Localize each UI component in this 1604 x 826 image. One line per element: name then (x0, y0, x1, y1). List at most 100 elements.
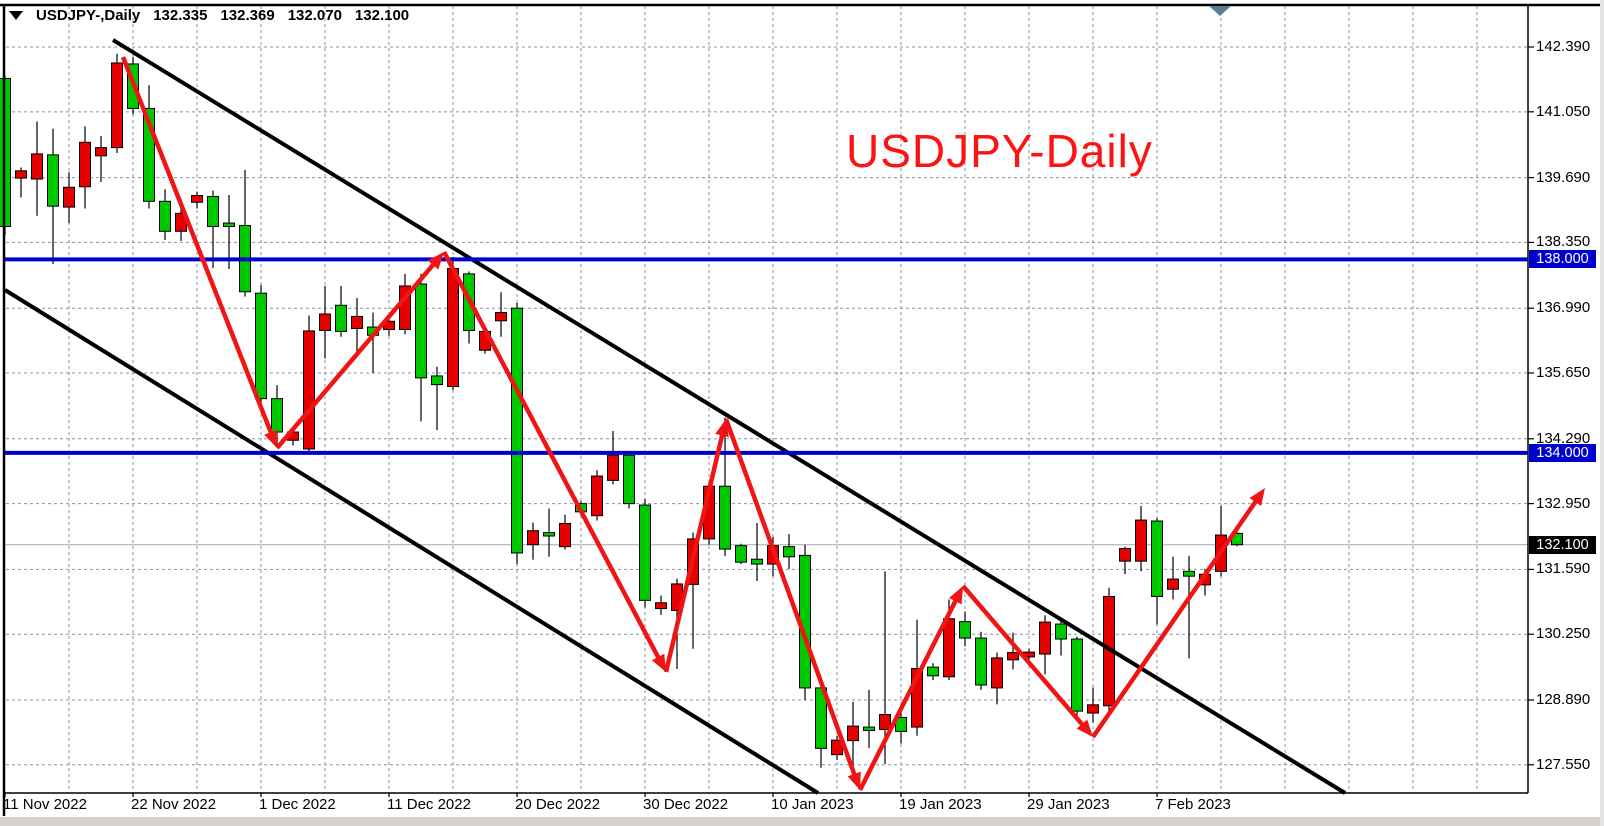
candle-body (559, 522, 571, 548)
candle-body (495, 312, 507, 322)
candle-body (863, 726, 875, 731)
candle-body (1087, 704, 1099, 714)
chart-ohlc-header: USDJPY-,Daily 132.335 132.369 132.070 13… (9, 7, 409, 24)
candle-body (271, 398, 283, 433)
price-tick-label: 136.990 (1536, 299, 1591, 317)
price-tick-label: 131.590 (1536, 560, 1591, 578)
zigzag-arrowhead (1249, 488, 1265, 506)
candle-body (527, 530, 539, 546)
price-tick-label: 142.390 (1536, 38, 1591, 55)
trendline-lower[interactable] (3, 288, 820, 795)
candle-body (351, 315, 363, 330)
candle-body (447, 268, 459, 388)
date-tick-label: 29 Jan 2023 (1027, 796, 1110, 813)
candle-body (1055, 623, 1067, 640)
price-tick-label: 132.950 (1536, 494, 1591, 512)
date-tick-label: 7 Feb 2023 (1155, 796, 1231, 813)
candle-body (1071, 638, 1083, 712)
zigzag-arrow-segment[interactable] (120, 56, 276, 440)
price-marker-132.100: 132.100 (1529, 535, 1596, 554)
date-tick-label: 19 Jan 2023 (899, 796, 982, 813)
candle-body (975, 637, 987, 686)
candle-body (1007, 652, 1019, 661)
candle-body (63, 186, 75, 208)
price-tick-label: 141.050 (1536, 102, 1591, 120)
candle-body (1119, 548, 1131, 562)
price-marker-138.000: 138.000 (1529, 250, 1596, 269)
candle-body (159, 200, 171, 232)
candle-body (1135, 519, 1147, 562)
candle-body (95, 147, 107, 157)
zigzag-arrows[interactable] (120, 56, 1265, 792)
candle-body (335, 304, 347, 332)
date-tick-label: 20 Dec 2022 (515, 796, 601, 813)
candle-body (959, 621, 971, 639)
price-tick-label: 138.350 (1536, 233, 1591, 251)
price-tick-label: 127.550 (1536, 755, 1591, 773)
date-tick-label: 11 Nov 2022 (3, 796, 87, 813)
one-click-trading-toggle-icon[interactable] (9, 11, 23, 20)
candle-body (639, 504, 651, 601)
candle-body (543, 532, 555, 537)
date-tick-label: 22 Nov 2022 (131, 796, 217, 813)
candle-body (319, 313, 331, 331)
candle-body (623, 454, 635, 505)
zigzag-arrowhead (847, 771, 861, 790)
zigzag-arrowhead (651, 653, 666, 672)
quote-open: 132.335 (153, 7, 208, 24)
candle-body (255, 292, 267, 400)
candle-body (719, 485, 731, 550)
zigzag-arrow-segment[interactable] (663, 428, 726, 673)
trendline-upper[interactable] (111, 38, 1347, 795)
candle-body (735, 545, 747, 563)
zigzag-arrow-segment[interactable] (275, 258, 440, 450)
price-marker-134.000: 134.000 (1529, 443, 1596, 462)
candle-body (847, 725, 859, 742)
candle-body (431, 375, 443, 386)
chart-watermark: USDJPY-Daily (846, 125, 1153, 177)
date-tick-label: 30 Dec 2022 (643, 796, 729, 813)
candle-body (31, 153, 43, 180)
candle-body (223, 222, 235, 227)
date-tick-label: 1 Dec 2022 (259, 796, 336, 813)
candle-body (415, 283, 427, 379)
price-tick-label: 135.650 (1536, 364, 1591, 381)
candle-body (143, 107, 155, 202)
date-tick-label: 10 Jan 2023 (771, 796, 854, 813)
zigzag-arrowhead (427, 252, 444, 270)
candle-body (751, 558, 763, 565)
candle-body (927, 666, 939, 677)
candle-body (943, 618, 955, 678)
zigzag-arrow-segment[interactable] (1091, 494, 1262, 739)
quote-low: 132.070 (287, 7, 342, 24)
zigzag-arrow-segment[interactable] (961, 584, 1089, 731)
candle-body (1151, 520, 1163, 597)
candle-body (47, 154, 59, 207)
zigzag-arrow-segment[interactable] (857, 593, 961, 792)
candle-body (511, 307, 523, 554)
candle-body (1039, 621, 1051, 655)
candle-body (207, 195, 219, 227)
candle-body (303, 330, 315, 450)
quote-close: 132.100 (354, 7, 410, 24)
candle-body (399, 285, 411, 330)
zigzag-arrowhead (264, 429, 278, 448)
zigzag-arrowhead (1076, 719, 1093, 737)
candle-body (191, 194, 203, 203)
candle-body (1167, 578, 1179, 590)
status-strip (0, 816, 1604, 826)
zigzag-arrow-segment[interactable] (723, 418, 859, 782)
chart-shift-marker-icon[interactable] (1209, 6, 1231, 16)
price-tick-label: 130.250 (1536, 625, 1591, 643)
candle-body (783, 546, 795, 558)
candle-body (607, 454, 619, 481)
zigzag-arrow-segment[interactable] (442, 250, 664, 665)
window-right-edge (1600, 0, 1604, 826)
candle-body (1183, 570, 1195, 577)
candle-body (879, 714, 891, 731)
quote-high: 132.369 (220, 7, 275, 24)
candle-body (111, 62, 123, 149)
candle-body (591, 475, 603, 517)
